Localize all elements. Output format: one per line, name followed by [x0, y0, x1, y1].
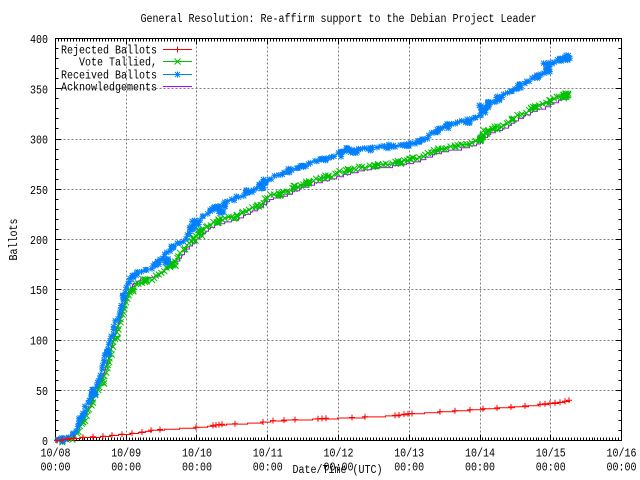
- svg-text:50: 50: [36, 386, 48, 399]
- svg-text:10/11: 10/11: [253, 448, 283, 461]
- svg-text:Rejected Ballots: Rejected Ballots: [61, 44, 157, 57]
- svg-text:10/08: 10/08: [41, 448, 71, 461]
- svg-text:00:00: 00:00: [182, 462, 212, 475]
- svg-text:300: 300: [30, 135, 48, 148]
- svg-text:00:00: 00:00: [41, 462, 71, 475]
- svg-text:00:00: 00:00: [111, 462, 141, 475]
- svg-text:00:00: 00:00: [253, 462, 283, 475]
- svg-text:00:00: 00:00: [324, 462, 354, 475]
- svg-text:Received Ballots: Received Ballots: [61, 69, 157, 82]
- svg-text:10/13: 10/13: [394, 448, 424, 461]
- svg-text:100: 100: [30, 336, 48, 349]
- svg-text:250: 250: [30, 185, 48, 198]
- svg-text:10/12: 10/12: [324, 448, 354, 461]
- svg-text:00:00: 00:00: [607, 462, 637, 475]
- svg-text:150: 150: [30, 285, 48, 298]
- svg-text:Ballots: Ballots: [8, 219, 21, 261]
- svg-text:10/16: 10/16: [607, 448, 637, 461]
- svg-text:200: 200: [30, 235, 48, 248]
- svg-text:10/09: 10/09: [111, 448, 141, 461]
- svg-text:General Resolution: Re-affirm: General Resolution: Re-affirm support to…: [141, 13, 537, 26]
- svg-text:Acknowledgements: Acknowledgements: [61, 81, 157, 94]
- svg-text:10/15: 10/15: [536, 448, 566, 461]
- svg-text:10/10: 10/10: [182, 448, 212, 461]
- svg-text:400: 400: [30, 34, 48, 47]
- svg-text:350: 350: [30, 84, 48, 97]
- svg-text:00:00: 00:00: [465, 462, 495, 475]
- svg-text:0: 0: [42, 436, 48, 449]
- svg-text:10/14: 10/14: [465, 448, 495, 461]
- svg-text:Vote Tallied,: Vote Tallied,: [79, 56, 157, 69]
- svg-text:00:00: 00:00: [536, 462, 566, 475]
- svg-text:00:00: 00:00: [394, 462, 424, 475]
- svg-text:Date/Time (UTC): Date/Time (UTC): [293, 464, 383, 477]
